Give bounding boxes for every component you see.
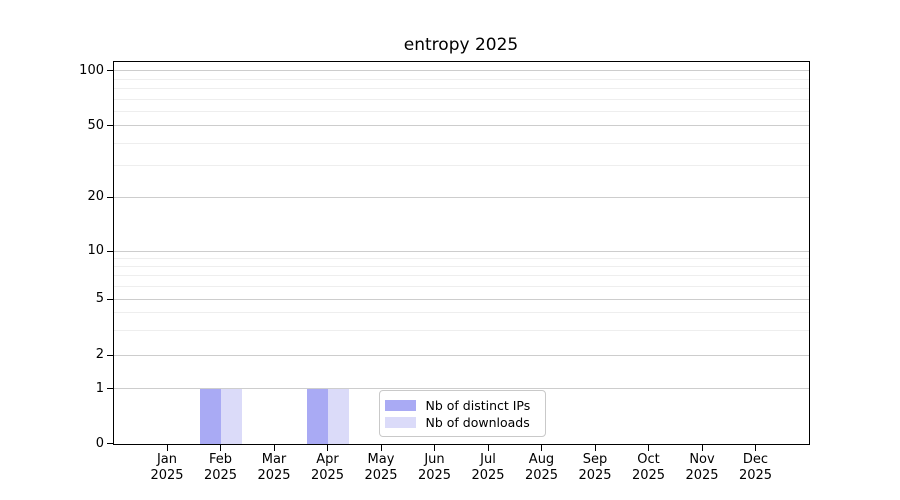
x-tick-label: Oct 2025: [631, 452, 666, 483]
gridline-minor: [113, 285, 809, 287]
x-tick-label: Jun 2025: [417, 452, 452, 483]
bar-nb-of-downloads: [327, 388, 349, 444]
gridline-minor: [113, 312, 809, 314]
x-tick-label: Mar 2025: [257, 452, 291, 483]
y-tick-mark: [106, 443, 113, 444]
plot-area: [112, 60, 810, 445]
x-tick-mark: [220, 444, 221, 451]
x-tick-mark: [434, 444, 435, 451]
x-tick-mark: [273, 444, 275, 451]
gridline-minor: [113, 257, 809, 259]
gridline-minor: [113, 87, 809, 89]
x-tick-label: Jul 2025: [471, 452, 505, 483]
y-tick-mark: [106, 250, 113, 252]
y-tick-mark: [106, 354, 113, 356]
x-tick-label: Apr 2025: [310, 452, 345, 483]
x-tick-mark: [594, 444, 596, 451]
gridline-minor: [113, 78, 809, 80]
x-tick-mark: [701, 444, 703, 451]
x-tick-mark: [648, 444, 649, 451]
y-tick-label: 20: [87, 189, 104, 205]
gridline-major: [113, 70, 809, 72]
gridline-minor: [113, 110, 809, 112]
x-tick-mark: [166, 444, 168, 451]
x-tick-mark: [755, 444, 756, 451]
gridline-major: [113, 250, 809, 252]
legend-label: Nb of distinct IPs: [425, 397, 531, 413]
gridline-minor: [113, 265, 809, 267]
bar-nb-of-distinct-ips: [199, 388, 221, 444]
y-tick-label: 50: [87, 117, 104, 133]
x-tick-mark: [487, 444, 489, 451]
gridline-minor: [113, 330, 809, 331]
y-tick-mark: [106, 196, 113, 198]
y-tick-label: 5: [95, 291, 104, 307]
x-tick-label: Feb 2025: [203, 452, 238, 483]
bar-nb-of-downloads: [220, 388, 242, 444]
x-tick-mark: [380, 444, 382, 451]
x-tick-label: May 2025: [364, 452, 398, 483]
bar-nb-of-distinct-ips: [306, 388, 328, 444]
x-tick-label: Dec 2025: [738, 452, 773, 483]
legend-swatch: [384, 399, 416, 411]
gridline-minor: [113, 98, 809, 100]
y-tick-label: 2: [95, 347, 104, 363]
y-tick-label: 1: [95, 380, 104, 396]
legend: Nb of distinct IPs Nb of downloads: [378, 389, 546, 437]
legend-label: Nb of downloads: [425, 414, 530, 430]
x-tick-label: Jan 2025: [150, 452, 184, 483]
gridline-major: [113, 125, 809, 127]
y-tick-label: 0: [95, 435, 104, 451]
x-tick-mark: [327, 444, 328, 451]
y-tick-mark: [106, 125, 113, 127]
gridline-major: [113, 298, 809, 300]
gridline-major: [113, 388, 809, 390]
chart-title: entropy 2025: [403, 35, 519, 55]
gridline-major: [113, 354, 809, 356]
y-tick-label: 100: [79, 62, 104, 78]
legend-item: Nb of downloads: [384, 414, 537, 431]
gridline-minor: [113, 142, 809, 144]
y-tick-mark: [106, 298, 113, 300]
x-tick-label: Aug 2025: [524, 452, 559, 483]
x-tick-label: Sep 2025: [578, 452, 612, 483]
x-tick-mark: [541, 444, 542, 451]
legend-swatch: [384, 416, 416, 428]
y-tick-label: 10: [87, 243, 104, 258]
gridline-minor: [113, 275, 809, 277]
x-tick-label: Nov 2025: [685, 452, 719, 483]
y-tick-mark: [106, 70, 113, 72]
y-tick-mark: [106, 388, 113, 390]
gridline-major: [113, 196, 809, 198]
gridline-minor: [113, 165, 809, 167]
legend-item: Nb of distinct IPs: [384, 397, 537, 414]
